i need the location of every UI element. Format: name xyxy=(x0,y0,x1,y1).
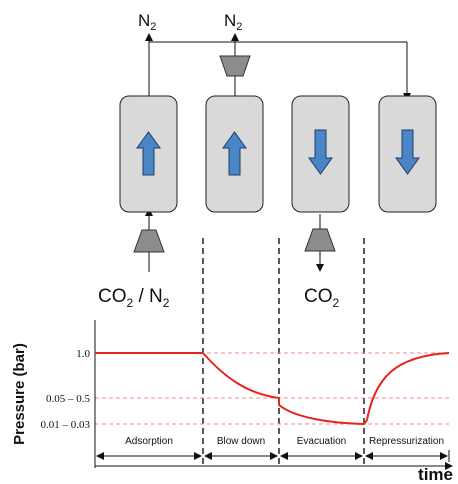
n2-outlet-label-left: N2 xyxy=(138,11,156,33)
y-axis-label: Pressure (bar) xyxy=(11,343,28,445)
feed-compressor-icon xyxy=(133,229,165,253)
y-tick-labels: 1.0 0.05 – 0.5 0.01 – 0.03 xyxy=(41,348,91,431)
n2-outlet-label-right: N2 xyxy=(224,11,242,33)
y-tick-label: 1.0 xyxy=(76,348,90,360)
pressure-chart: Pressure (bar) time 1.0 0.05 – 0.5 0.01 – … xyxy=(11,320,453,484)
reference-lines xyxy=(95,352,449,425)
co2-product-label: CO2 xyxy=(304,286,340,310)
step-label: Blow down xyxy=(217,436,265,447)
flow-down-arrow-icon xyxy=(395,129,420,175)
step-label: Adsorption xyxy=(125,436,173,447)
y-tick-label: 0.01 – 0.03 xyxy=(41,419,91,431)
pressure-curve xyxy=(95,352,450,426)
x-axis-label: time xyxy=(418,465,453,484)
step-label: Repressurization xyxy=(369,436,444,447)
flow-up-arrow-icon xyxy=(136,131,161,176)
flow-up-arrow-icon xyxy=(222,131,247,176)
y-tick-label: 0.05 – 0.5 xyxy=(46,393,91,405)
flow-down-arrow-icon xyxy=(308,129,333,175)
blowdown-valve-icon xyxy=(219,55,251,77)
feed-gas-label: CO2 / N2 xyxy=(98,286,170,310)
step-label: Evacuation xyxy=(297,436,346,447)
vacuum-pump-icon xyxy=(304,228,336,252)
step-duration-arrows: Adsorption Blow down Evacuation Repressuriz… xyxy=(96,436,450,462)
